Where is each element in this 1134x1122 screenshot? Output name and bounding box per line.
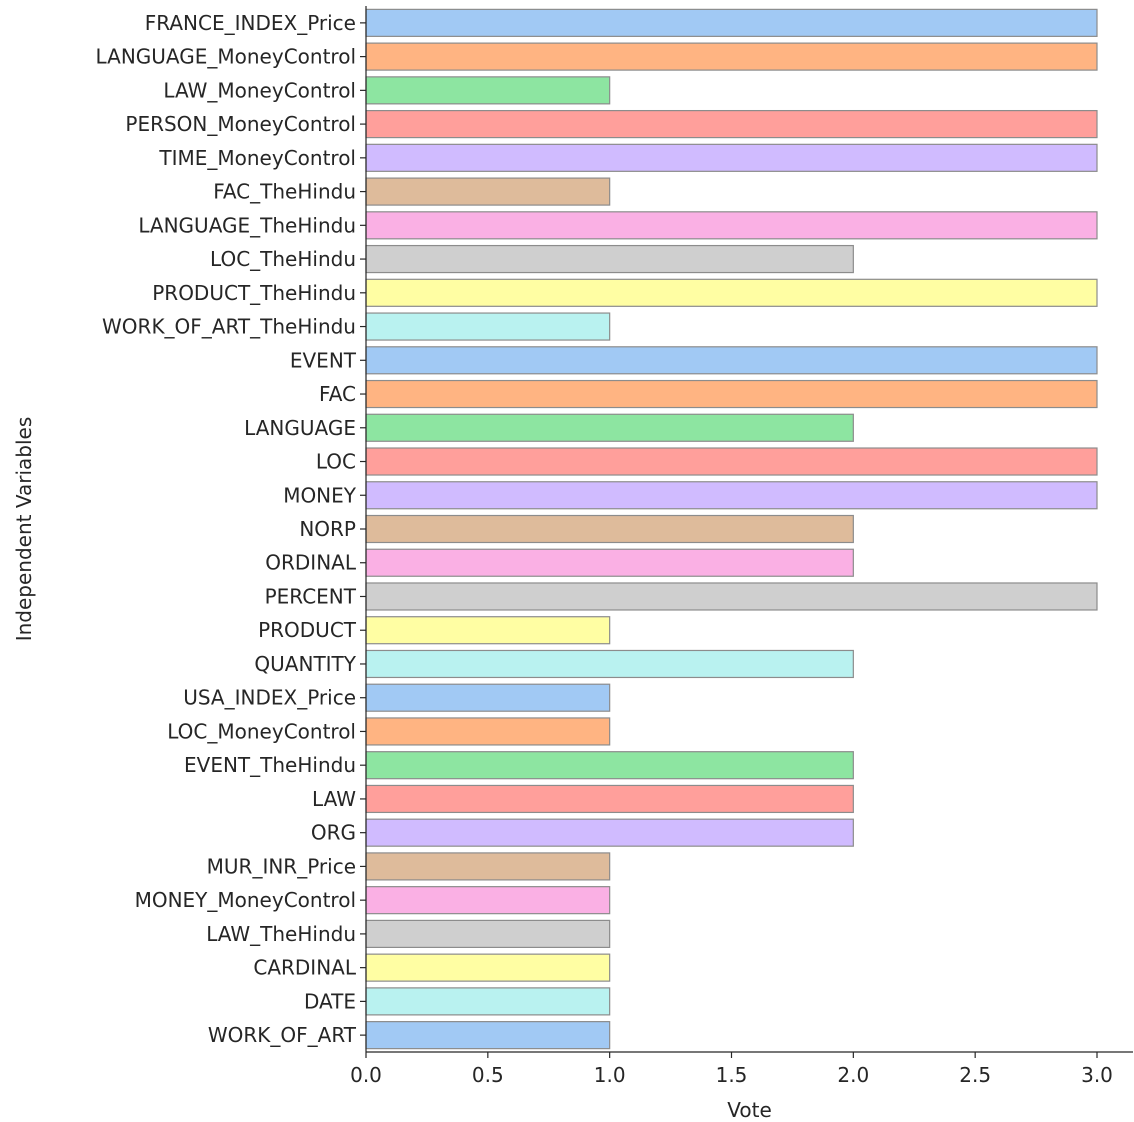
y-axis-ticks: FRANCE_INDEX_Price LANGUAGE_MoneyControl L… — [96, 11, 366, 1047]
bar-percent — [365, 582, 1098, 611]
y-tick-label: MONEY_MoneyControl — [135, 888, 356, 912]
bar-org — [365, 818, 854, 847]
y-tick-label: LAW_MoneyControl — [163, 78, 356, 102]
bar-loc-moneycontrol — [365, 717, 611, 746]
y-axis-title: Independent Variables — [12, 417, 36, 642]
bar-event — [365, 346, 1098, 375]
bar-language-moneycontrol — [365, 42, 1098, 71]
bar-law-thehindu — [365, 919, 611, 949]
y-tick-label: FAC — [319, 382, 356, 406]
bar-language-thehindu — [365, 211, 1098, 240]
bar-law — [365, 784, 854, 814]
bar-fac-thehindu — [365, 177, 611, 206]
y-tick-label: PERCENT — [265, 584, 357, 608]
y-tick-label: QUANTITY — [254, 652, 356, 676]
y-tick-label: MUR_INR_Price — [207, 854, 356, 878]
bar-loc — [365, 447, 1098, 476]
bar-mur-inr-price — [365, 852, 611, 881]
y-tick-label: LANGUAGE — [244, 416, 356, 440]
bar-quantity — [365, 649, 854, 679]
y-tick-label: LOC — [316, 450, 356, 474]
bar-money-moneycontrol — [365, 886, 611, 915]
x-tick-label: 3.0 — [1081, 1063, 1113, 1087]
bar-product — [365, 616, 611, 645]
bar-law-moneycontrol — [365, 76, 611, 105]
y-tick-label: USA_INDEX_Price — [183, 686, 356, 710]
y-tick-label: TIME_MoneyControl — [158, 146, 356, 170]
y-tick-label: FAC_TheHindu — [213, 180, 356, 204]
bar-event-thehindu — [365, 751, 854, 780]
x-axis-title: Vote — [727, 1098, 772, 1122]
y-tick-label: FRANCE_INDEX_Price — [145, 11, 356, 35]
y-tick-label: ORDINAL — [265, 551, 357, 575]
y-tick-label: WORK_OF_ART — [208, 1023, 357, 1047]
bar-person-moneycontrol — [365, 109, 1098, 139]
y-tick-label: ORG — [311, 821, 356, 845]
x-tick-label: 1.5 — [716, 1063, 748, 1087]
y-tick-label: LAW_TheHindu — [206, 922, 356, 946]
y-tick-label: LANGUAGE_TheHindu — [138, 213, 356, 237]
bar-money — [365, 481, 1098, 510]
y-tick-label: CARDINAL — [253, 956, 356, 980]
x-tick-label: 2.5 — [959, 1063, 991, 1087]
y-tick-label: PERSON_MoneyControl — [125, 112, 356, 136]
bar-work-of-art — [365, 1021, 611, 1050]
y-tick-label: DATE — [304, 989, 356, 1013]
y-tick-label: LANGUAGE_MoneyControl — [96, 45, 356, 69]
bar-usa-index-price — [365, 683, 611, 712]
bar-norp — [365, 514, 854, 544]
bar-fac — [365, 379, 1098, 409]
y-tick-label: NORP — [299, 517, 356, 541]
y-tick-label: EVENT — [290, 348, 357, 372]
x-tick-label: 0.5 — [472, 1063, 504, 1087]
bar-time-moneycontrol — [365, 143, 1098, 172]
bars-layer — [365, 8, 1098, 1050]
bar-cardinal — [365, 953, 611, 982]
y-tick-label: MONEY — [283, 483, 357, 507]
x-tick-label: 0.0 — [350, 1063, 382, 1087]
y-tick-label: EVENT_TheHindu — [184, 753, 356, 777]
bar-work-of-art-thehindu — [365, 312, 611, 341]
bar-france-index-price — [365, 8, 1098, 37]
y-tick-label: LOC_TheHindu — [210, 247, 356, 271]
y-tick-label: PRODUCT — [258, 618, 357, 642]
y-tick-label: PRODUCT_TheHindu — [152, 281, 356, 305]
x-tick-label: 1.0 — [594, 1063, 626, 1087]
y-tick-label: LAW — [312, 787, 356, 811]
y-tick-label: LOC_MoneyControl — [167, 719, 356, 743]
x-axis-ticks: 0.0 0.5 1.0 1.5 2.0 2.5 3.0 — [350, 1052, 1113, 1087]
bar-date — [365, 987, 611, 1016]
bar-ordinal — [365, 548, 854, 577]
bar-language — [365, 413, 854, 442]
y-tick-label: WORK_OF_ART_TheHindu — [102, 315, 356, 339]
bar-product-thehindu — [365, 278, 1098, 307]
x-tick-label: 2.0 — [837, 1063, 869, 1087]
bar-loc-thehindu — [365, 244, 854, 274]
